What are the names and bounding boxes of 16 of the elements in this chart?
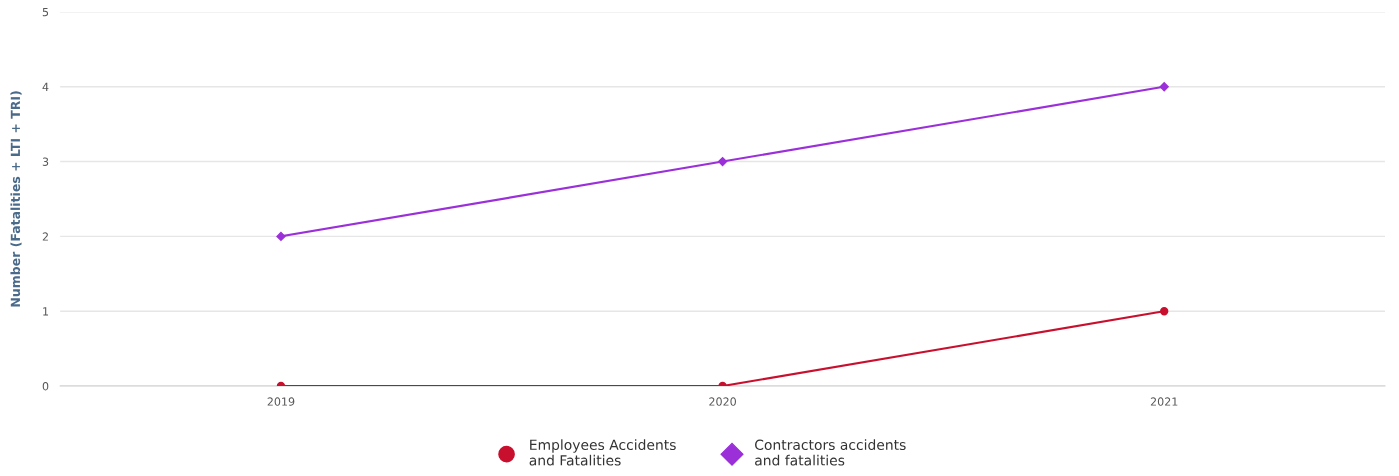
x-tick-label: 2019 <box>267 397 295 406</box>
x-tick-label: 2020 <box>709 397 736 406</box>
y-tick-label: 0 <box>42 382 49 391</box>
x-tick-label: 2021 <box>1150 397 1178 406</box>
y-tick-label: 1 <box>43 307 49 316</box>
legend-label: Employees Accidents and Fatalities <box>529 439 676 466</box>
y-tick-label: 5 <box>42 8 49 17</box>
y-axis-title: Number (Fatalities + LTI + TRI) <box>10 91 22 307</box>
y-tick-label: 2 <box>42 232 48 241</box>
point <box>276 231 286 242</box>
point <box>717 156 728 167</box>
legend-label: Contractors accidents and fatalities <box>755 439 906 466</box>
point <box>1160 307 1169 316</box>
point <box>1159 82 1169 92</box>
y-tick-label: 3 <box>42 157 49 166</box>
y-tick-label: 4 <box>42 82 49 91</box>
